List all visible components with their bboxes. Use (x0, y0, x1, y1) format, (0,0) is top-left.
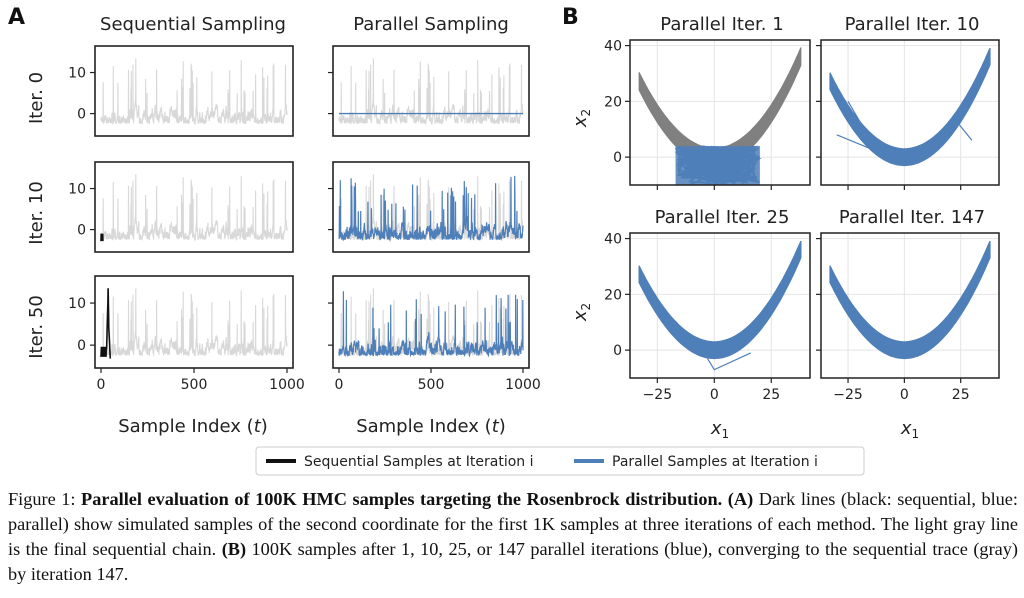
ytick-label: 0 (77, 338, 86, 354)
axes-frame (94, 161, 294, 253)
b-xtick-label: 25 (762, 387, 780, 403)
parallel-iter-10-line (338, 175, 524, 242)
xlabel-parallel: Sample Index (t) (356, 416, 506, 437)
scatter-axes-3: −25 0 25 (816, 232, 1000, 403)
b-ytick-label: 40 (604, 39, 622, 55)
ylabel-x2-bottom: x2 (570, 303, 593, 322)
figure-caption: Figure 1: Parallel evaluation of 100K HM… (8, 489, 1018, 584)
title-iter-25: Parallel Iter. 25 (655, 207, 790, 228)
xlabel-x1-left: x1 (710, 418, 729, 441)
final-chain-line (100, 288, 288, 357)
legend-parallel-label: Parallel Samples at Iteration i (612, 454, 818, 470)
ytick-label: 10 (68, 66, 86, 82)
xtick-label: 500 (418, 377, 445, 393)
parallel-iter-50-line (338, 291, 524, 358)
axes-frame (332, 45, 530, 137)
b-xtick-label: −25 (643, 387, 673, 403)
scatter-frame (820, 232, 1000, 379)
trace-axes-r1-c0: 0 10 (68, 161, 294, 253)
b-xtick-label: −25 (833, 387, 863, 403)
row-label-iter-50: Iter. 50 (26, 295, 47, 359)
ytick-label: 10 (68, 296, 86, 312)
trace-axes-r0-c1 (328, 45, 530, 137)
b-ytick-label: 40 (604, 232, 622, 248)
legend-sequential-label: Sequential Samples at Iteration i (304, 454, 534, 470)
ytick-label: 0 (77, 223, 86, 239)
xtick-label: 1000 (269, 377, 305, 393)
scatter-axes-0: 0 20 40 (604, 39, 811, 190)
b-ytick-label: 20 (604, 287, 622, 303)
final-chain-line (100, 58, 288, 126)
b-xtick-label: 25 (952, 387, 970, 403)
panel-b-scatter: 0 20 40 0 20 40 −25 0 25 −25 0 25 (604, 39, 1000, 403)
b-ytick-label: 0 (613, 343, 622, 359)
xtick-label: 0 (335, 377, 344, 393)
ytick-label: 0 (77, 107, 86, 123)
b-xtick-label: 0 (710, 387, 719, 403)
row-label-iter-0: Iter. 0 (26, 72, 47, 124)
scatter-axes-1 (816, 39, 1000, 190)
scatter-frame (629, 39, 811, 186)
blue-parabola-cloud (638, 240, 802, 360)
panel-a-letter: A (8, 5, 25, 30)
xlabel-sequential: Sample Index (t) (118, 416, 268, 437)
sequential-iter-50-line (100, 288, 112, 359)
title-iter-1: Parallel Iter. 1 (660, 14, 783, 35)
ylabel-x2-top: x2 (570, 109, 593, 128)
legend: Sequential Samples at Iteration i Parall… (255, 446, 865, 476)
figure: A B Sequential Sampling Parallel Samplin… (8, 5, 1000, 476)
trace-axes-r0-c0: 0 10 (68, 45, 294, 137)
title-iter-10: Parallel Iter. 10 (845, 14, 980, 35)
blue-parabola-cloud (829, 47, 991, 167)
final-chain-line (100, 174, 288, 242)
blue-parabola-cloud (829, 240, 991, 360)
scatter-axes-2: 0 20 40 −25 0 25 (604, 232, 811, 403)
trace-axes-r1-c1 (328, 161, 530, 253)
trace-axes-r2-c0: 0 10 0 500 1000 (68, 275, 305, 393)
b-xtick-label: 0 (900, 387, 909, 403)
panel-b-letter: B (562, 5, 579, 30)
xtick-label: 1000 (505, 377, 541, 393)
panel-a-traces: 0 10 0 10 0 10 0 500 1000 0 500 1000 (68, 45, 541, 393)
row-label-iter-10: Iter. 10 (26, 181, 47, 245)
sequential-iter-10-line (100, 233, 104, 242)
column-title-parallel: Parallel Sampling (353, 14, 509, 35)
final-chain-line (338, 174, 524, 242)
b-ytick-label: 0 (613, 150, 622, 166)
axes-frame (94, 45, 294, 137)
scatter-frame (629, 232, 811, 379)
trace-axes-r2-c1: 0 500 1000 (328, 275, 541, 393)
xtick-label: 500 (181, 377, 208, 393)
xtick-label: 0 (97, 377, 106, 393)
ytick-label: 10 (68, 182, 86, 198)
axes-frame (332, 161, 530, 253)
scatter-frame (820, 39, 1000, 186)
column-title-sequential: Sequential Sampling (100, 14, 286, 35)
title-iter-147: Parallel Iter. 147 (839, 207, 985, 228)
b-ytick-label: 20 (604, 94, 622, 110)
xlabel-x1-right: x1 (900, 418, 919, 441)
